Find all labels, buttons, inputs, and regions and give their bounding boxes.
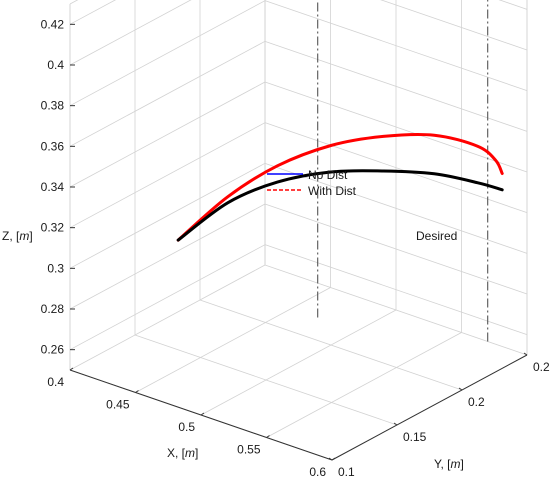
y-tick-label: 0.1 (338, 465, 355, 479)
x-tick (331, 457, 336, 461)
y-axis-label-text: Y, [ (434, 457, 451, 471)
legend: No Dist With Dist (267, 168, 357, 198)
y-tick-label: 0.2 (468, 395, 485, 409)
x-tick-label: 0.5 (178, 420, 195, 434)
y-axis-label-unit: m (450, 457, 460, 471)
z-tick-label: 0.32 (41, 221, 65, 235)
grid-line (199, 299, 463, 391)
grid-line (69, 0, 192, 66)
x-axis-label-text: X, [ (167, 446, 186, 460)
x-tick-label: 0.6 (309, 465, 326, 479)
annotation-desired: Desired (416, 229, 457, 243)
z-tick-label: 0.28 (41, 302, 65, 316)
x-tick-label: 0.4 (47, 375, 64, 389)
z-tick-label: 0.26 (41, 343, 65, 357)
z-tick-label: 0.34 (41, 180, 65, 194)
z-tick-label: 0.3 (47, 261, 64, 275)
grid-line (69, 244, 266, 351)
box-edge (69, 0, 79, 5)
x-tick (135, 390, 139, 393)
x-tick-label: 0.45 (106, 398, 130, 412)
grid-line (69, 81, 266, 188)
legend-label-no-dist: No Dist (308, 168, 348, 182)
tick-labels: 0.26 0.28 0.3 0.32 0.34 0.36 0.38 0.4 0.42 0.4 0.4… (41, 17, 550, 479)
z-axis-label-bracket: ] (29, 229, 32, 243)
x-axis-label-bracket: ] (195, 446, 198, 460)
grid-line (69, 122, 266, 229)
grid-line (69, 0, 117, 25)
z-tick-label: 0.42 (41, 17, 65, 31)
z-tick-label: 0.36 (41, 139, 65, 153)
x-tick (69, 367, 74, 371)
z-tick-label: 0.4 (47, 58, 64, 72)
legend-label-with-dist: With Dist (308, 184, 357, 198)
y-tick (523, 352, 528, 356)
y-tick (393, 422, 398, 426)
y-tick-label: 0.25 (533, 360, 550, 374)
grid-line (69, 162, 266, 269)
grid-line (134, 334, 398, 426)
series-layer (176, 0, 504, 342)
series-line-with-dist (176, 132, 504, 242)
x-tick (266, 435, 270, 438)
grid-line (69, 264, 266, 371)
series-line-no-dist (176, 169, 504, 242)
z-axis-label: Z, [m] (2, 229, 33, 243)
grid-line (135, 287, 331, 393)
y-axis-line (331, 354, 528, 461)
x-tick-label: 0.55 (237, 443, 261, 457)
y-axis-label-bracket: ] (460, 457, 463, 471)
x-tick (200, 412, 205, 416)
y-axis-label: Y, [m] (434, 457, 464, 471)
z-tick-label: 0.38 (41, 99, 65, 113)
grid-line (200, 309, 397, 416)
grid-line (69, 0, 266, 107)
z-axis-label-text: Z, [ (2, 229, 20, 243)
y-tick (458, 387, 463, 391)
grid-line (264, 264, 528, 356)
grid-line (266, 332, 462, 438)
y-tick-label: 0.15 (403, 430, 427, 444)
x-axis-label-unit: m (185, 446, 195, 460)
z-axis-label-unit: m (19, 229, 29, 243)
y-tick (328, 457, 333, 461)
grid-line (69, 40, 266, 147)
x-axis-label: X, [m] (167, 446, 198, 460)
grid-line (69, 203, 266, 310)
